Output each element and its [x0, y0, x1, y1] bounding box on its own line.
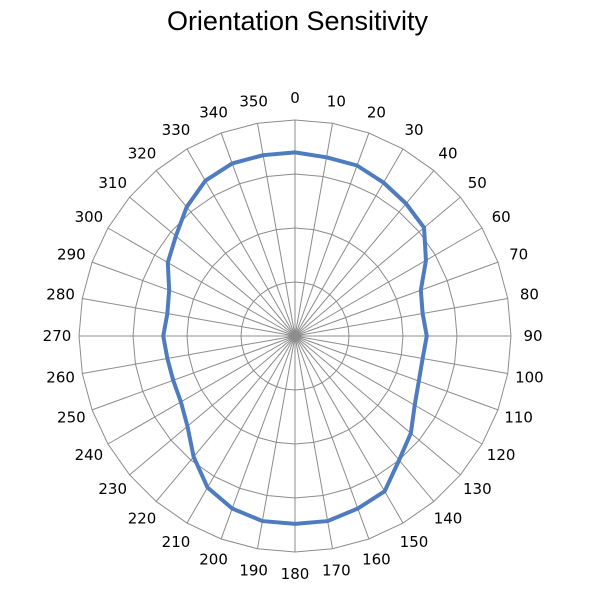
- angle-tick-label: 350: [239, 93, 268, 111]
- angle-tick-label: 210: [162, 533, 191, 551]
- angle-tick-label: 120: [487, 446, 516, 464]
- grid-spoke: [220, 335, 296, 540]
- angle-tick-label: 20: [367, 103, 386, 121]
- grid-spoke: [294, 297, 508, 337]
- series-layer: [161, 150, 429, 526]
- grid-spoke: [82, 297, 296, 337]
- grid-spoke: [256, 123, 296, 337]
- angle-tick-label: 220: [128, 509, 157, 527]
- angle-tick-label: 280: [46, 286, 75, 304]
- angle-tick-label: 260: [46, 368, 75, 386]
- grid-spoke: [82, 335, 296, 375]
- angle-tick-label: 170: [322, 561, 351, 579]
- series-line-1: [161, 150, 429, 526]
- radial-grid-spokes: [79, 120, 511, 552]
- angle-tick-label: 100: [515, 368, 544, 386]
- angle-tick-label: 270: [43, 327, 72, 345]
- grid-spoke: [294, 170, 435, 337]
- angle-tick-label: 160: [362, 551, 391, 569]
- angle-tick-label: 70: [509, 246, 528, 264]
- chart-title: Orientation Sensitivity: [166, 6, 429, 36]
- angle-tick-label: 80: [520, 286, 539, 304]
- grid-spoke: [294, 335, 461, 476]
- angle-tick-label: 340: [199, 103, 228, 121]
- grid-spoke: [129, 196, 296, 337]
- angle-tick-label: 320: [128, 145, 157, 163]
- angle-tick-label: 250: [57, 408, 86, 426]
- angle-tick-label: 10: [327, 93, 346, 111]
- grid-spoke: [294, 335, 334, 549]
- grid-spoke: [220, 132, 296, 337]
- angle-tick-label: 60: [492, 208, 511, 226]
- grid-spoke: [129, 335, 296, 476]
- grid-spoke: [294, 335, 370, 540]
- angle-tick-label: 110: [504, 408, 533, 426]
- angle-tick-label: 40: [438, 145, 457, 163]
- angle-tick-label: 140: [434, 509, 463, 527]
- angle-tick-label: 50: [468, 174, 487, 192]
- grid-spoke: [294, 335, 483, 445]
- angle-tick-label: 0: [290, 89, 300, 107]
- grid-spoke: [91, 261, 296, 337]
- angle-tick-label: 90: [523, 327, 542, 345]
- grid-spoke: [294, 196, 461, 337]
- grid-spoke: [155, 170, 296, 337]
- grid-spoke: [91, 335, 296, 411]
- grid-spoke: [186, 335, 296, 524]
- grid-spoke: [256, 335, 296, 549]
- grid-spoke: [294, 227, 483, 337]
- angle-tick-label: 200: [199, 551, 228, 569]
- grid-spoke: [294, 335, 435, 502]
- angle-tick-label: 240: [75, 446, 104, 464]
- angle-tick-label: 310: [98, 174, 127, 192]
- angle-tick-label: 300: [75, 208, 104, 226]
- angle-tick-label: 290: [57, 246, 86, 264]
- grid-spoke: [294, 335, 499, 411]
- angle-tick-label: 130: [463, 480, 492, 498]
- grid-spoke: [155, 335, 296, 502]
- grid-spoke: [107, 227, 296, 337]
- angle-tick-label: 150: [400, 533, 429, 551]
- angle-tick-label: 230: [98, 480, 127, 498]
- angle-tick-label: 330: [162, 121, 191, 139]
- angle-tick-label: 180: [281, 565, 310, 583]
- grid-spoke: [294, 148, 404, 337]
- grid-spoke: [294, 335, 508, 375]
- angle-tick-label: 30: [404, 121, 423, 139]
- grid-spoke: [107, 335, 296, 445]
- angle-tick-label: 190: [239, 561, 268, 579]
- grid-spoke: [294, 261, 499, 337]
